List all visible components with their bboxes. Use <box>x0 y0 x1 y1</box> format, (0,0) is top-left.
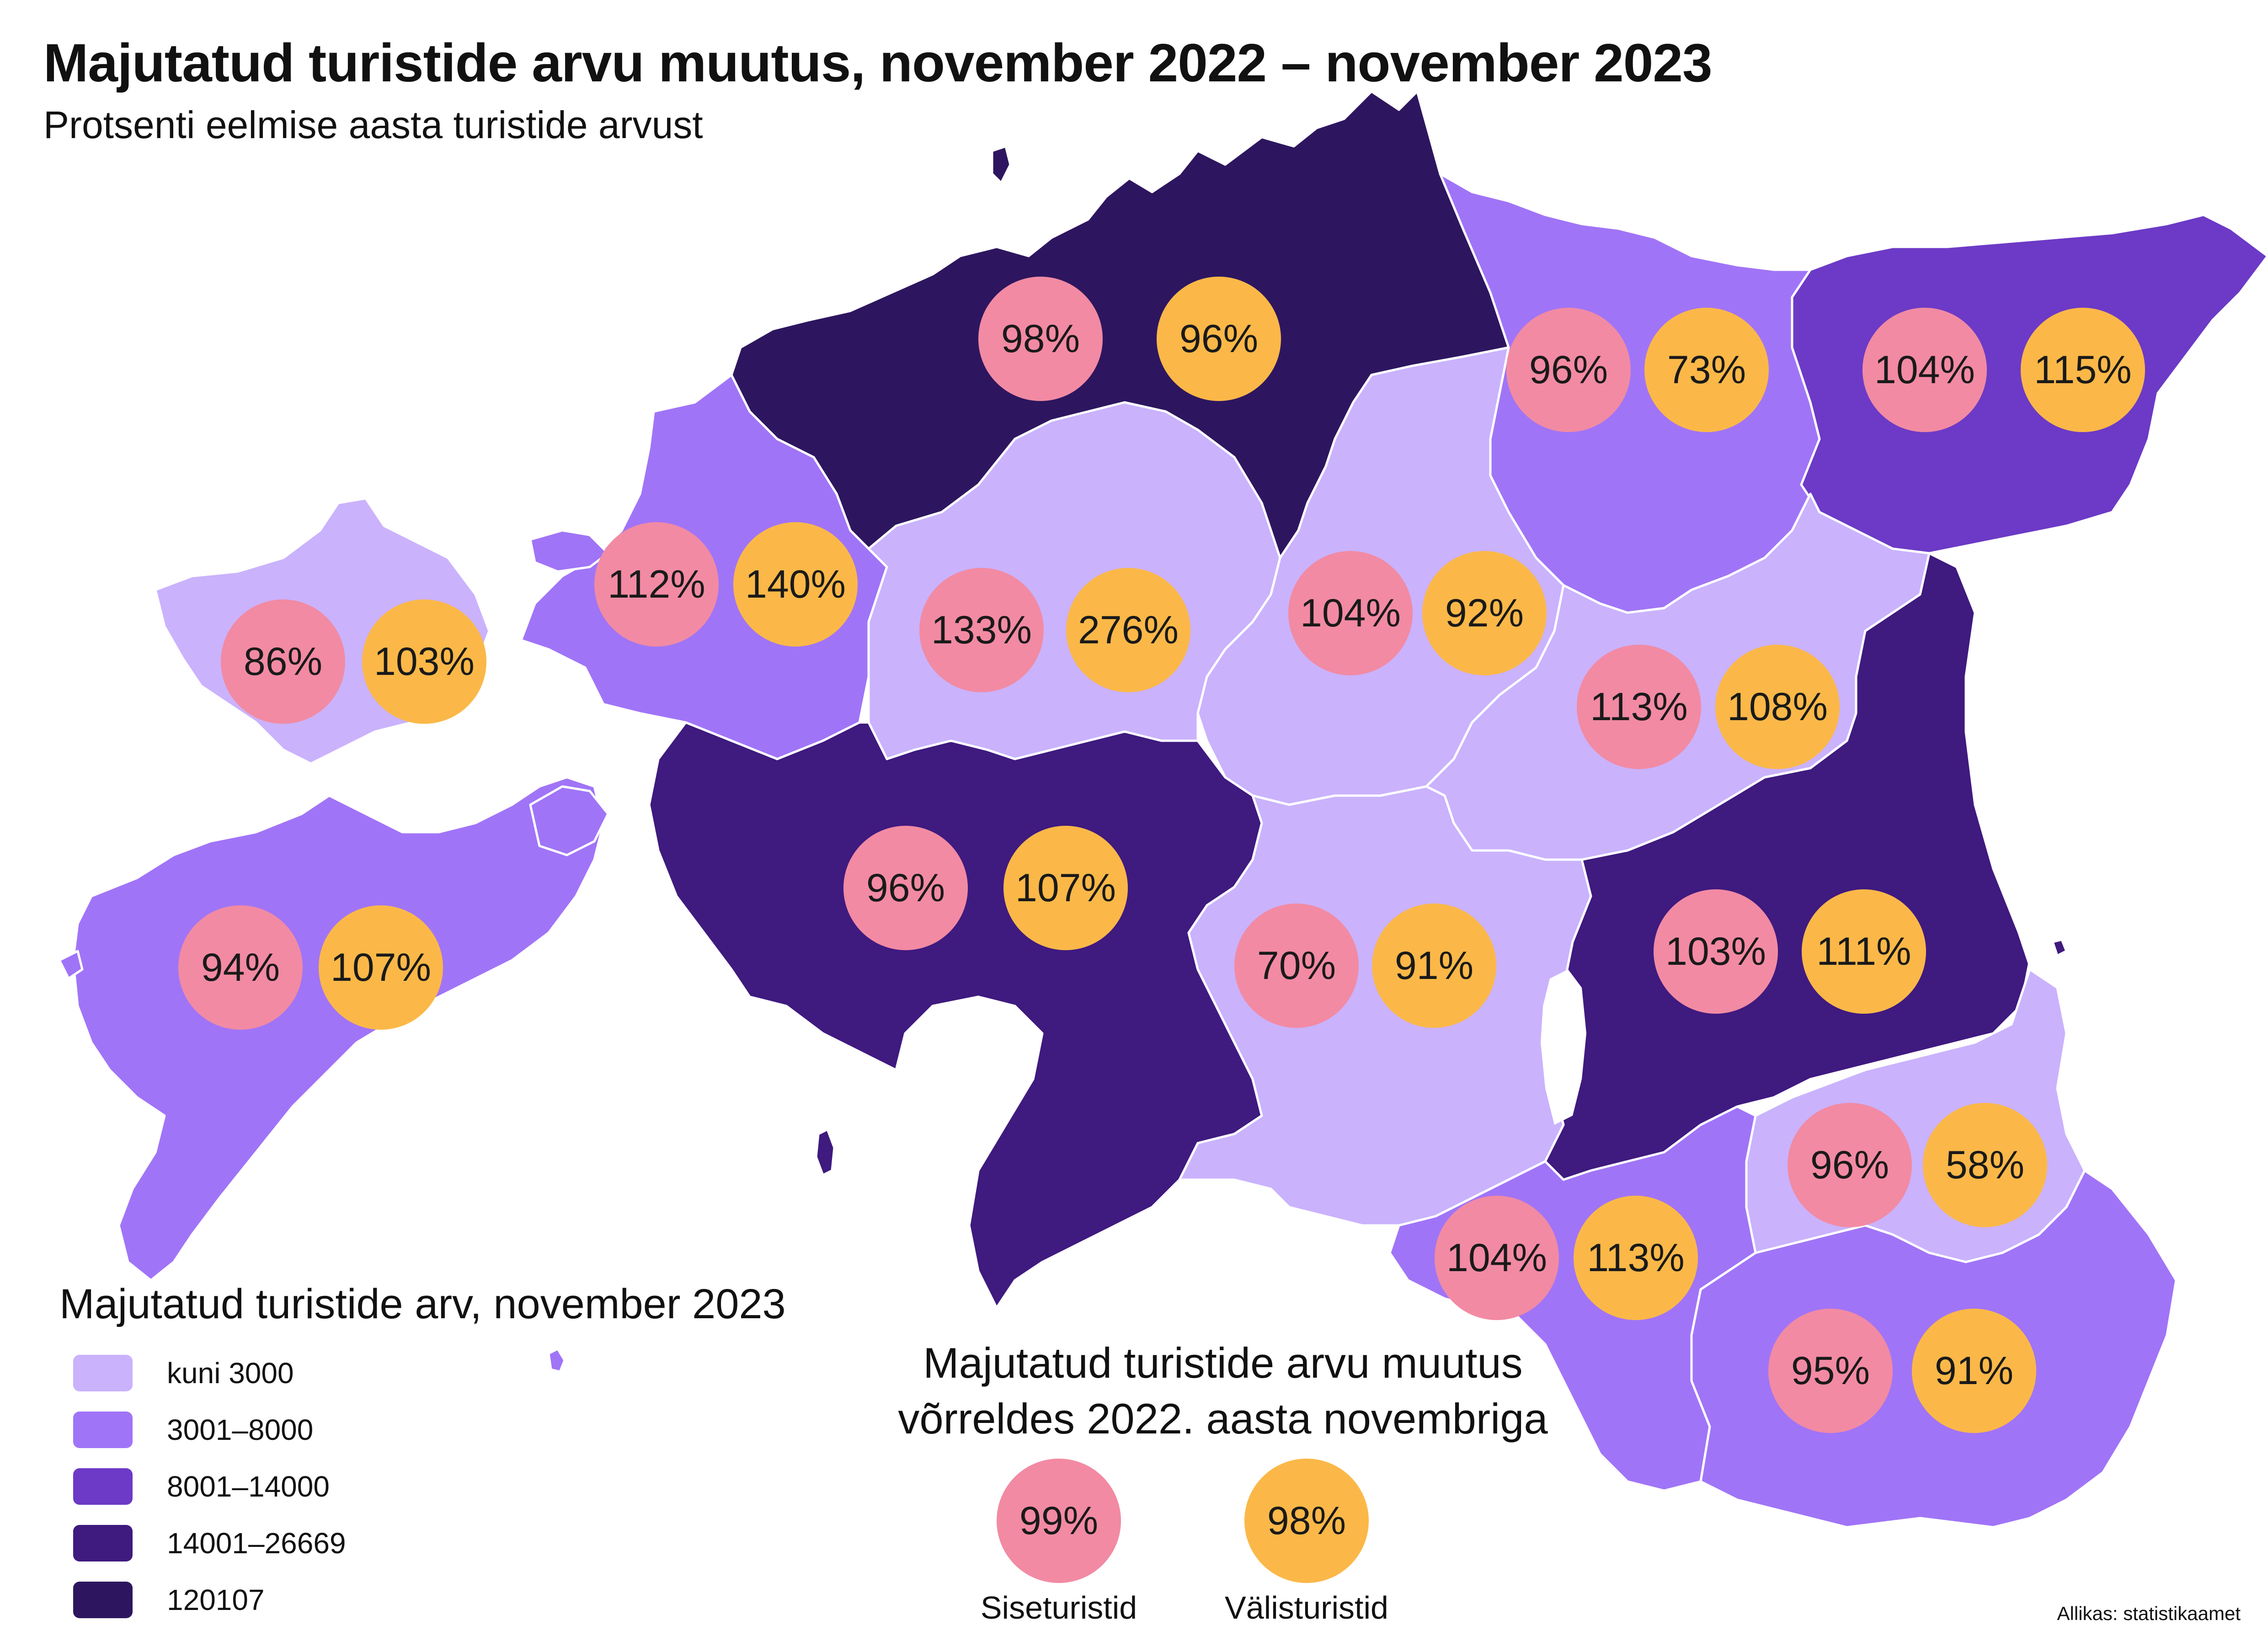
bubble-hiiu-foreign: 103% <box>362 599 486 724</box>
bubble-tartu-foreign: 111% <box>1802 889 1926 1014</box>
bubble-valga-domestic: 104% <box>1435 1196 1559 1320</box>
bubble-ida-viru-domestic: 104% <box>1862 308 1987 432</box>
island-ruhnu <box>547 1348 566 1373</box>
bubble-hiiu-domestic: 86% <box>221 599 345 724</box>
region-saare <box>72 776 605 1282</box>
legend-title: Majutatud turistide arv, november 2023 <box>59 1281 786 1327</box>
source-note: Allikas: statistikaamet <box>2057 1603 2241 1624</box>
legend-swatch <box>73 1355 133 1391</box>
legend-swatch <box>73 1525 133 1561</box>
page-title: Majutatud turistide arvu muutus, novembe… <box>43 33 1713 93</box>
bubble-laane-domestic: 112% <box>594 522 719 647</box>
bubble-jogeva-domestic: 113% <box>1577 645 1701 769</box>
total-domestic-bubble: 99% <box>997 1459 1121 1583</box>
legend-swatch <box>73 1582 133 1618</box>
bubble-jarva-domestic: 104% <box>1288 551 1413 675</box>
bubble-rapla-domestic: 133% <box>919 568 1044 692</box>
bubble-valga-foreign: 113% <box>1574 1196 1698 1320</box>
island-prangli <box>991 145 1012 184</box>
island-small-west <box>58 950 84 980</box>
bubble-voru-foreign: 91% <box>1912 1309 2036 1433</box>
legend-item: 3001–8000 <box>73 1412 313 1448</box>
change-title-line1: Majutatud turistide arvu muutus <box>923 1339 1523 1387</box>
bubble-polva-foreign: 58% <box>1923 1103 2047 1227</box>
island-vaindloo <box>2051 938 2068 957</box>
bubble-viljandi-foreign: 91% <box>1372 904 1496 1028</box>
bubble-tartu-domestic: 103% <box>1654 889 1778 1014</box>
bubble-saare-domestic: 94% <box>178 905 303 1030</box>
island-kihnu <box>815 1128 836 1176</box>
bubble-laane-foreign: 140% <box>733 522 858 647</box>
lake-vortsjarv <box>1541 969 1586 1125</box>
bubble-rapla-foreign: 276% <box>1066 568 1190 692</box>
legend-label: 14001–26669 <box>167 1527 346 1560</box>
legend-item: 8001–14000 <box>73 1468 330 1505</box>
legend-label: 3001–8000 <box>167 1413 314 1446</box>
legend-item: kuni 3000 <box>73 1355 294 1391</box>
lake-peipus <box>1929 512 2176 988</box>
bubble-viljandi-domestic: 70% <box>1234 904 1359 1028</box>
bubble-parnu-domestic: 96% <box>843 826 968 950</box>
legend-item: 120107 <box>73 1582 265 1618</box>
change-title: Majutatud turistide arvu muutus võrrelde… <box>846 1335 1600 1447</box>
bubble-saare-foreign: 107% <box>319 905 443 1030</box>
bubble-laane-viru-foreign: 73% <box>1644 308 1769 432</box>
bubble-ida-viru-foreign: 115% <box>2021 308 2145 432</box>
legend-swatch <box>73 1468 133 1505</box>
bubble-harju-foreign: 96% <box>1157 277 1281 401</box>
bubble-jarva-foreign: 92% <box>1422 551 1547 675</box>
foreign-caption: Välisturistid <box>1225 1590 1388 1626</box>
island-muhu <box>529 785 609 856</box>
page-subtitle: Protsenti eelmise aasta turistide arvust <box>43 103 703 146</box>
bubble-parnu-foreign: 107% <box>1003 826 1128 950</box>
legend-item: 14001–26669 <box>73 1525 346 1561</box>
legend-label: kuni 3000 <box>167 1357 294 1390</box>
bubble-voru-domestic: 95% <box>1768 1309 1893 1433</box>
region-tartu <box>1544 552 2031 1181</box>
bubble-harju-domestic: 98% <box>978 277 1103 401</box>
legend-label: 120107 <box>167 1583 265 1616</box>
bubble-jogeva-foreign: 108% <box>1715 645 1840 769</box>
bubble-polva-domestic: 96% <box>1788 1103 1912 1227</box>
change-title-line2: võrreldes 2022. aasta novembriga <box>898 1395 1548 1443</box>
total-foreign-bubble: 98% <box>1244 1459 1369 1583</box>
bubble-laane-viru-domestic: 96% <box>1506 308 1631 432</box>
domestic-caption: Siseturistid <box>980 1590 1137 1626</box>
legend-label: 8001–14000 <box>167 1470 330 1503</box>
region-parnu <box>648 721 1263 1309</box>
legend-swatch <box>73 1412 133 1448</box>
